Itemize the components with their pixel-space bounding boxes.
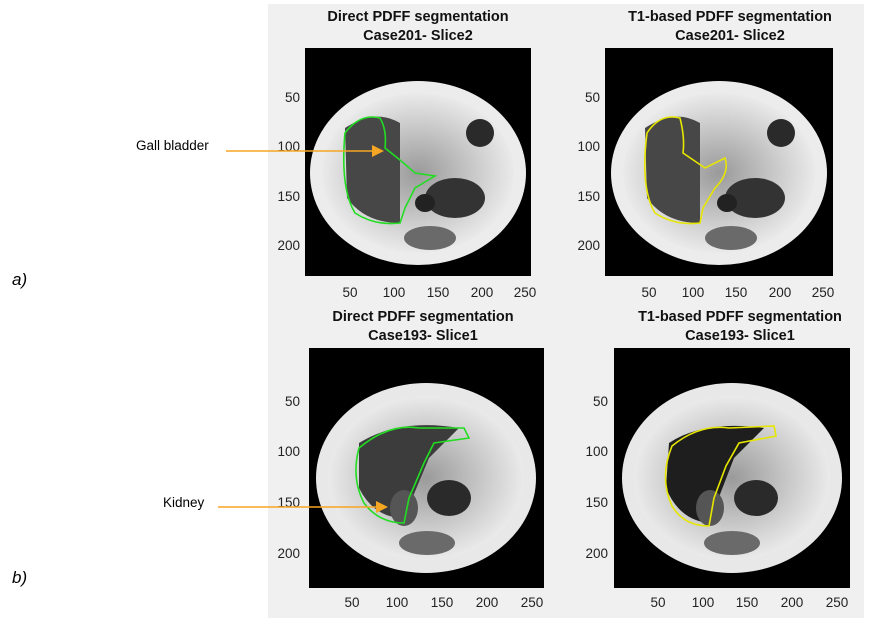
- x-tick: 150: [735, 595, 759, 610]
- kidney-arrow: [218, 501, 388, 513]
- kidney-label: Kidney: [163, 495, 205, 510]
- x-tick: 250: [513, 285, 537, 300]
- y-tick: 50: [592, 394, 608, 409]
- y-tick: 150: [585, 495, 608, 510]
- y-tick: 50: [284, 394, 300, 409]
- x-tick: 50: [342, 285, 358, 300]
- liver-contour: [343, 116, 438, 225]
- gall-bladder-arrow: [226, 145, 384, 157]
- x-tick: 200: [470, 285, 494, 300]
- x-tick: 250: [520, 595, 544, 610]
- panel-title: T1-based PDFF segmentation Case201- Slic…: [598, 8, 862, 46]
- row-label-a: a): [12, 270, 28, 289]
- x-tick: 50: [641, 285, 657, 300]
- x-tick: 250: [811, 285, 835, 300]
- x-tick: 100: [691, 595, 715, 610]
- mri-image-case201-t1: [605, 48, 833, 276]
- panel-title-line2: Case193- Slice1: [368, 328, 478, 344]
- panel-title-line2: Case201- Slice2: [675, 28, 785, 44]
- liver-contour: [643, 116, 728, 225]
- x-tick: 200: [780, 595, 804, 610]
- panel-title-line1: Direct PDFF segmentation: [327, 9, 509, 25]
- y-tick: 200: [585, 546, 608, 561]
- x-tick: 200: [475, 595, 499, 610]
- mri-image-case193-t1: [614, 348, 850, 588]
- y-tick: 100: [577, 139, 600, 154]
- gall-bladder-label: Gall bladder: [136, 138, 209, 153]
- x-tick: 200: [768, 285, 792, 300]
- panel-title: Direct PDFF segmentation Case193- Slice1: [300, 308, 546, 346]
- y-tick: 150: [577, 189, 600, 204]
- panel-title: Direct PDFF segmentation Case201- Slice2: [300, 8, 536, 46]
- liver-contour: [664, 425, 777, 527]
- panel-title-line1: T1-based PDFF segmentation: [638, 309, 842, 325]
- mri-image-case201-direct: [305, 48, 531, 276]
- panel-title: T1-based PDFF segmentation Case193- Slic…: [608, 308, 872, 346]
- panel-title-line1: Direct PDFF segmentation: [332, 309, 514, 325]
- y-tick: 200: [277, 238, 300, 253]
- panel-title-line1: T1-based PDFF segmentation: [628, 9, 832, 25]
- y-tick: 100: [585, 444, 608, 459]
- y-tick: 100: [277, 444, 300, 459]
- panel-title-line2: Case201- Slice2: [363, 28, 473, 44]
- x-tick: 150: [724, 285, 748, 300]
- y-tick: 150: [277, 189, 300, 204]
- panel-title-line2: Case193- Slice1: [685, 328, 795, 344]
- y-tick: 200: [577, 238, 600, 253]
- x-tick: 150: [426, 285, 450, 300]
- y-tick: 200: [277, 546, 300, 561]
- mri-image-case193-direct: [309, 348, 544, 588]
- x-tick: 100: [681, 285, 705, 300]
- liver-contour: [355, 426, 471, 524]
- x-tick: 100: [385, 595, 409, 610]
- x-tick: 250: [825, 595, 849, 610]
- x-tick: 50: [344, 595, 360, 610]
- row-label-b: b): [12, 568, 28, 587]
- x-tick: 150: [430, 595, 454, 610]
- y-tick: 50: [584, 90, 600, 105]
- x-tick: 100: [382, 285, 406, 300]
- x-tick: 50: [650, 595, 666, 610]
- y-tick: 50: [284, 90, 300, 105]
